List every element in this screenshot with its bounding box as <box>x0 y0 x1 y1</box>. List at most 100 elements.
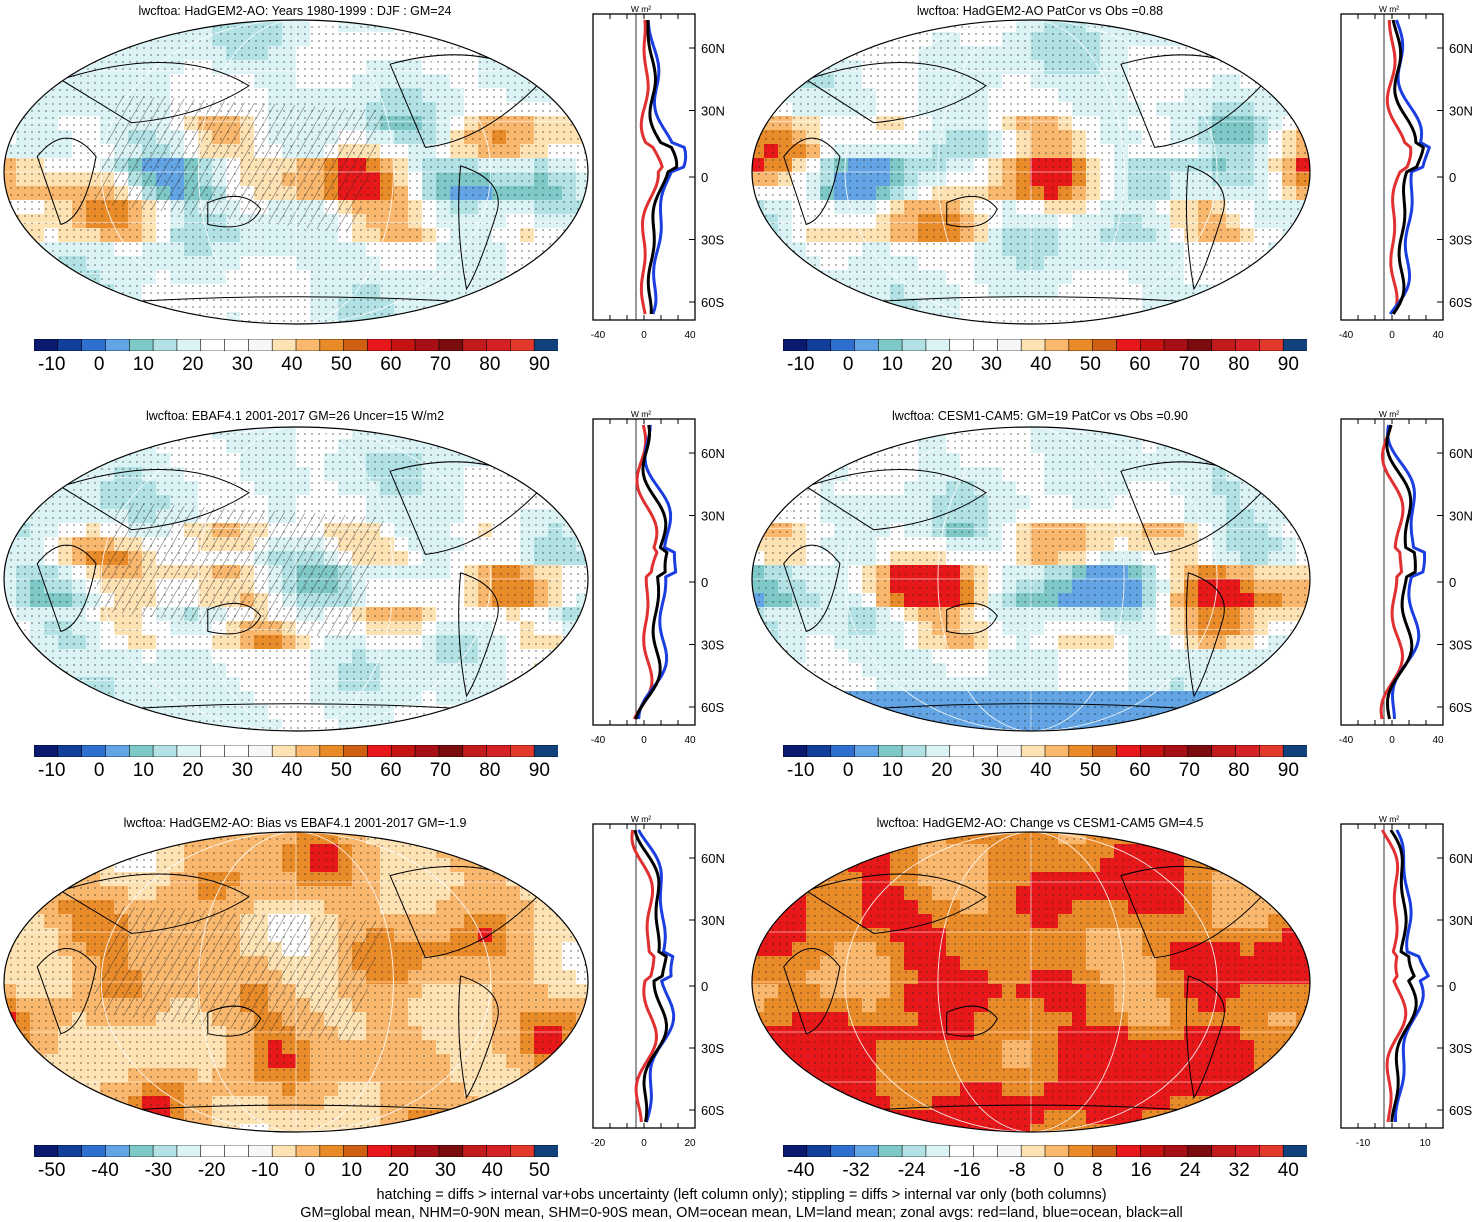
colorbar-swatch <box>487 339 511 351</box>
colorbar-swatch <box>439 339 463 351</box>
colorbar-swatch <box>1116 745 1140 757</box>
colorbar-swatch <box>201 745 225 757</box>
colorbar-swatch <box>1283 339 1307 351</box>
zonal-lat-label: 60S <box>701 1103 724 1118</box>
colorbar-swatch <box>1259 745 1283 757</box>
zonal-x-tick-label: -40 <box>591 330 606 341</box>
zonal-unit-label: W m² <box>1379 4 1399 14</box>
colorbar-tick-label: 50 <box>331 354 352 376</box>
colorbar-swatch <box>1045 339 1069 351</box>
colorbar-swatch <box>1188 745 1212 757</box>
colorbar-swatch <box>926 339 950 351</box>
colorbar-swatch <box>105 339 129 351</box>
zonal-x-tick-label: 40 <box>684 735 696 746</box>
colorbar-swatch <box>510 339 534 351</box>
zonal-lat-label: 30S <box>701 1041 724 1056</box>
colorbar-swatch <box>878 745 902 757</box>
colorbar-tick-label: 40 <box>281 760 302 782</box>
colorbar-tick-label: -50 <box>38 1160 65 1182</box>
colorbar-swatch <box>177 745 201 757</box>
colorbar <box>34 339 558 351</box>
colorbar-tick-label: 20 <box>931 760 952 782</box>
zonal-lat-label: 60N <box>1449 851 1473 866</box>
zonal-unit-label: W m² <box>631 409 651 419</box>
zonal-lat-label: 30S <box>701 638 724 653</box>
zonal-x-tick-label: 40 <box>1432 735 1444 746</box>
colorbar-swatch <box>177 1145 201 1157</box>
colorbar-swatch <box>1045 1145 1069 1157</box>
colorbar-swatch <box>1093 339 1117 351</box>
colorbar-swatch <box>1116 339 1140 351</box>
colorbar-swatch <box>129 339 153 351</box>
colorbar-tick-label: 60 <box>380 760 401 782</box>
zonal-lat-label: 0 <box>1449 170 1456 185</box>
colorbar-tick-label: 80 <box>479 354 500 376</box>
colorbar-swatch <box>105 1145 129 1157</box>
colorbar-tick-label: 8 <box>1092 1160 1103 1182</box>
zonal-lat-label: 60S <box>1449 295 1472 310</box>
zonal-lat-label: 30N <box>701 913 725 928</box>
colorbar-tick-label: 90 <box>529 760 550 782</box>
zonal-lat-label: 30N <box>1449 913 1473 928</box>
colorbar-tick-label: 0 <box>843 760 854 782</box>
colorbar-swatch <box>415 745 439 757</box>
zonal-lat-label: 0 <box>701 170 708 185</box>
colorbar-swatch <box>248 339 272 351</box>
colorbar-tick-label: 90 <box>1278 354 1299 376</box>
zonal-x-tick-label: -10 <box>1356 1138 1371 1149</box>
zonal-lat-label: 60N <box>701 41 725 56</box>
zonal-lat-label: 0 <box>701 575 708 590</box>
colorbar <box>783 745 1307 757</box>
colorbar-tick-label: 60 <box>1129 760 1150 782</box>
colorbar-swatch <box>248 1145 272 1157</box>
colorbar-swatch <box>950 745 974 757</box>
zonal-x-tick-label: 10 <box>1419 1138 1431 1149</box>
colorbar-tick-label: 20 <box>931 354 952 376</box>
zonal-x-tick-label: 20 <box>684 1138 696 1149</box>
colorbar-swatch <box>510 745 534 757</box>
colorbar-swatch <box>415 339 439 351</box>
colorbar-swatch <box>997 339 1021 351</box>
colorbar-tick-label: 40 <box>1278 1160 1299 1182</box>
zonal-x-tick-label: 40 <box>684 330 696 341</box>
zonal-lat-label: 60N <box>701 446 725 461</box>
colorbar-swatch <box>831 339 855 351</box>
panel-2: lwcftoa: HadGEM2-AO PatCor vs Obs =0.88 … <box>745 0 1483 400</box>
map-plot <box>750 830 1312 1134</box>
colorbar-swatch <box>439 745 463 757</box>
colorbar-swatch <box>1212 1145 1236 1157</box>
colorbar-tick-label: 10 <box>882 760 903 782</box>
colorbar-swatch <box>974 339 998 351</box>
colorbar-swatch <box>1045 745 1069 757</box>
zonal-unit-label: W m² <box>1379 409 1399 419</box>
colorbar-swatch <box>391 1145 415 1157</box>
footer-caption: hatching = diffs > internal var+obs unce… <box>0 1186 1483 1222</box>
colorbar-tick-label: -10 <box>787 354 814 376</box>
colorbar-tick-label: 40 <box>1030 760 1051 782</box>
colorbar-tick-label: 80 <box>1228 760 1249 782</box>
colorbar-swatch <box>1021 745 1045 757</box>
colorbar-swatch <box>854 745 878 757</box>
colorbar-swatch <box>367 339 391 351</box>
colorbar-swatch <box>1021 339 1045 351</box>
map-plot <box>750 18 1312 326</box>
colorbar-tick-label: 70 <box>430 760 451 782</box>
colorbar-tick-label: -20 <box>198 1160 225 1182</box>
zonal-x-tick-label: -40 <box>1339 735 1354 746</box>
zonal-lat-label: 0 <box>1449 575 1456 590</box>
colorbar-swatch <box>1069 745 1093 757</box>
colorbar-swatch <box>320 339 344 351</box>
colorbar-tick-label: 0 <box>94 760 105 782</box>
colorbar-swatch <box>926 1145 950 1157</box>
map-plot <box>2 18 590 326</box>
colorbar-tick-label: 30 <box>435 1160 456 1182</box>
colorbar-tick-label: 90 <box>529 354 550 376</box>
